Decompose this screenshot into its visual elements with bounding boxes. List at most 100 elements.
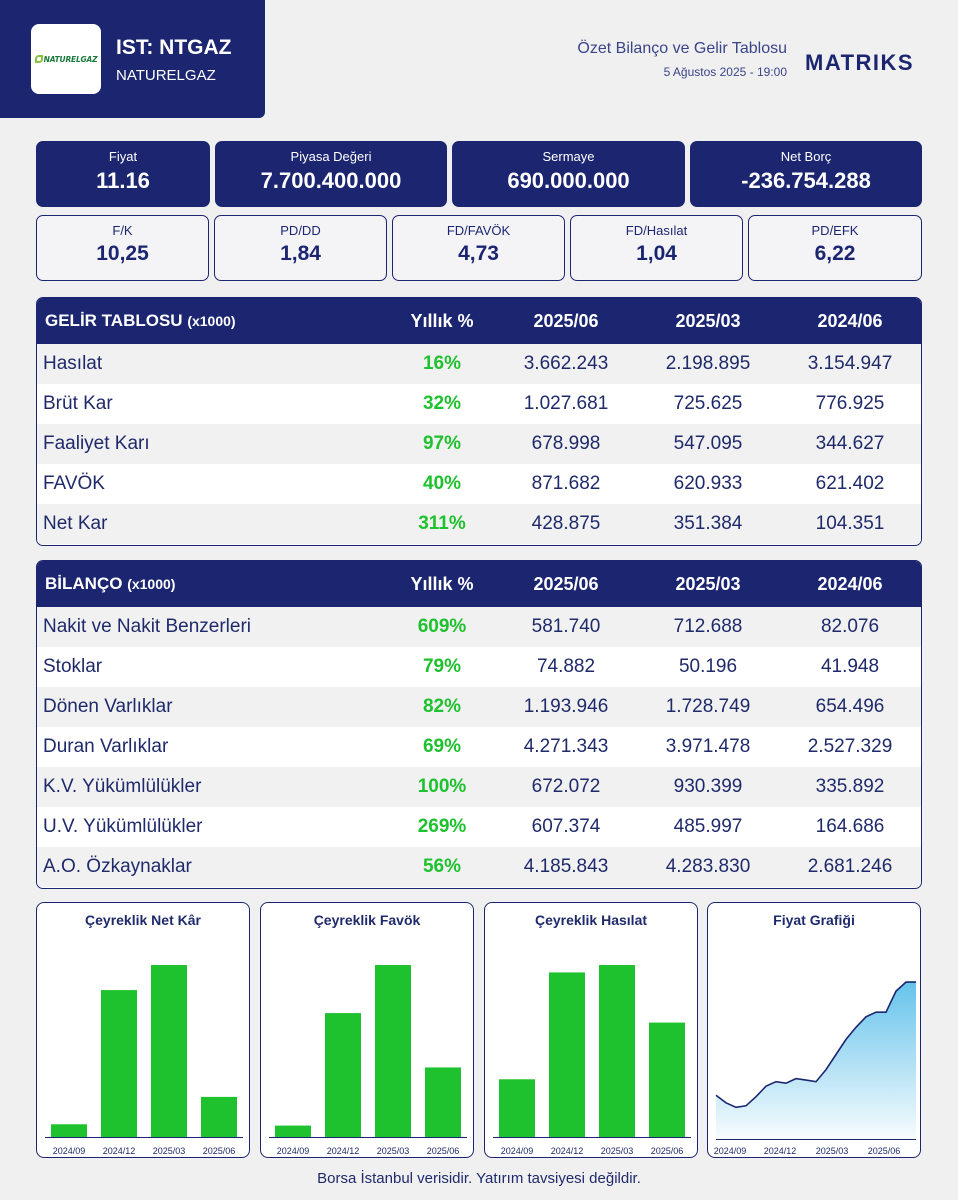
x-tick-label: 2025/06 — [651, 1146, 684, 1156]
column-header: 2025/06 — [533, 310, 599, 331]
row-value: 428.875 — [531, 513, 601, 534]
metric-card-net-debt: Net Borç -236.754.288 — [690, 141, 922, 207]
ratio-card-ev-sales: FD/Hasılat 1,04 — [570, 215, 743, 281]
x-tick-label: 2024/09 — [714, 1146, 747, 1156]
yoy-change: 40% — [422, 473, 462, 494]
bar — [499, 1079, 535, 1137]
yoy-change: 97% — [422, 433, 462, 454]
row-value: 4.283.830 — [665, 856, 751, 877]
bar — [101, 990, 137, 1137]
row-value: 74.882 — [536, 656, 596, 677]
x-tick-label: 2024/12 — [327, 1146, 360, 1156]
column-header-yoy: Yıllık % — [410, 310, 474, 331]
chart-canvas: 2024/09 2024/12 2025/03 2025/06 — [45, 965, 243, 1156]
ticker: IST: NTGAZ — [116, 36, 232, 59]
metric-value: 7.700.400.000 — [260, 168, 402, 193]
leaf-icon — [34, 54, 43, 63]
yoy-change: 16% — [422, 353, 462, 374]
yoy-change: 56% — [422, 856, 462, 877]
bar — [51, 1124, 87, 1137]
row-value: 621.402 — [815, 473, 885, 494]
metric-label: Net Borç — [780, 149, 832, 164]
balance-sheet-table: BİLANÇO (x1000) Yıllık % 2025/06 2025/03… — [36, 560, 922, 889]
row-value: 871.682 — [531, 473, 601, 494]
row-value: 335.892 — [815, 776, 885, 797]
ratio-value: 6,22 — [814, 242, 856, 265]
row-value: 712.688 — [673, 616, 743, 637]
table-title: GELİR TABLOSU (x1000) — [37, 311, 389, 331]
chart-title: Çeyreklik Net Kâr — [85, 912, 201, 928]
x-tick-label: 2024/12 — [103, 1146, 136, 1156]
ratio-card-pd-efk: PD/EFK 6,22 — [748, 215, 922, 281]
metric-card-market-cap: Piyasa Değeri 7.700.400.000 — [215, 141, 447, 207]
logo-wordmark: NATURELGAZ — [34, 54, 98, 64]
ratio-value: 4,73 — [458, 242, 499, 265]
metric-value: 11.16 — [96, 168, 150, 193]
row-value: 3.662.243 — [523, 353, 609, 374]
income-statement-table: GELİR TABLOSU (x1000) Yıllık % 2025/06 2… — [36, 297, 922, 546]
row-value: 547.095 — [673, 433, 743, 454]
yoy-change: 269% — [417, 816, 467, 837]
table-unit: (x1000) — [127, 576, 176, 592]
row-label: Duran Varlıklar — [43, 736, 169, 757]
metric-label: Fiyat — [108, 149, 138, 164]
report-title: Özet Bilanço ve Gelir Tablosu — [577, 40, 787, 57]
table-body: Nakit ve Nakit Benzerleri 609% 581.740 712.… — [37, 607, 921, 887]
row-value: 930.399 — [673, 776, 743, 797]
ratio-value: 1,04 — [636, 242, 677, 265]
chart-price: Fiyat Grafiği 2024/09 2024/12 2025/03 2025/… — [707, 902, 921, 1158]
bar — [325, 1013, 361, 1137]
metric-label: Sermaye — [542, 149, 595, 164]
yoy-change: 609% — [417, 616, 467, 637]
table-row: A.O. Özkaynaklar 56% 4.185.843 4.283.830 2.6… — [37, 847, 921, 887]
chart-ebitda: Çeyreklik Favök 2024/09 2024/12 2025/03 202… — [260, 902, 474, 1158]
x-tick-label: 2025/06 — [203, 1146, 236, 1156]
row-value: 776.925 — [815, 393, 885, 414]
yoy-change: 82% — [422, 696, 462, 717]
row-value: 2.198.895 — [665, 353, 751, 374]
x-tick-label: 2025/03 — [377, 1146, 410, 1156]
table-title: BİLANÇO (x1000) — [37, 574, 389, 594]
report-datetime: 5 Ağustos 2025 - 19:00 — [663, 65, 787, 79]
column-header: 2024/06 — [817, 573, 883, 594]
row-label: Nakit ve Nakit Benzerleri — [43, 616, 252, 637]
row-label: Hasılat — [43, 353, 103, 374]
logo-text: NATURELGAZ — [43, 54, 98, 64]
metric-value: -236.754.288 — [741, 168, 871, 193]
row-value: 1.193.946 — [523, 696, 609, 717]
row-label: Faaliyet Karı — [43, 433, 150, 454]
table-body: Hasılat 16% 3.662.243 2.198.895 3.154.947 Brü… — [37, 344, 921, 544]
table-row: Nakit ve Nakit Benzerleri 609% 581.740 712.… — [37, 607, 921, 647]
table-unit: (x1000) — [187, 313, 236, 329]
chart-canvas: 2024/09 2024/12 2025/03 2025/06 — [269, 965, 467, 1156]
row-value: 344.627 — [815, 433, 885, 454]
row-value: 104.351 — [815, 513, 885, 534]
x-tick-label: 2024/09 — [277, 1146, 310, 1156]
metric-value: 690.000.000 — [507, 168, 630, 193]
company-name: NATURELGAZ — [116, 67, 216, 84]
header-panel: NATURELGAZ IST: NTGAZ NATURELGAZ — [0, 0, 265, 118]
ratio-card-ev-ebitda: FD/FAVÖK 4,73 — [392, 215, 565, 281]
yoy-change: 100% — [417, 776, 467, 797]
row-label: Net Kar — [43, 513, 108, 534]
column-header: 2024/06 — [817, 310, 883, 331]
chart-canvas: 2024/09 2024/12 2025/03 2025/06 — [493, 965, 691, 1156]
bar — [425, 1067, 461, 1137]
table-title-text: BİLANÇO — [45, 574, 123, 593]
brand-logo: MATRIKS — [805, 50, 915, 75]
x-tick-label: 2025/03 — [153, 1146, 186, 1156]
company-logo: NATURELGAZ — [31, 24, 101, 94]
row-value: 678.998 — [531, 433, 601, 454]
table-row: Hasılat 16% 3.662.243 2.198.895 3.154.947 — [37, 344, 921, 384]
row-value: 1.027.681 — [523, 393, 609, 414]
column-header: 2025/03 — [675, 310, 741, 331]
row-value: 3.154.947 — [807, 353, 893, 374]
bar — [375, 965, 411, 1137]
row-value: 3.971.478 — [665, 736, 751, 757]
ratio-label: PD/DD — [280, 223, 321, 238]
row-label: U.V. Yükümlülükler — [43, 816, 203, 837]
metric-card-capital: Sermaye 690.000.000 — [452, 141, 685, 207]
chart-revenue: Çeyreklik Hasılat 2024/09 2024/12 2025/03 2… — [484, 902, 698, 1158]
price-area — [716, 982, 916, 1139]
row-value: 2.681.246 — [807, 856, 893, 877]
